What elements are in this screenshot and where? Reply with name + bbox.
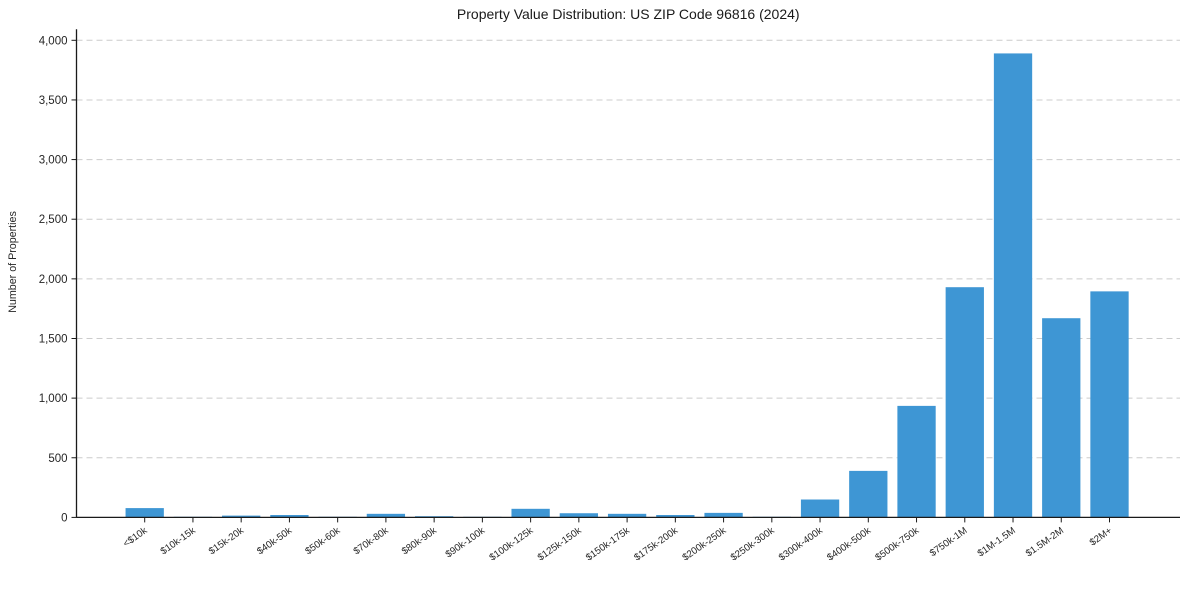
svg-text:$10k-15k: $10k-15k (159, 525, 198, 557)
svg-text:$500k-750k: $500k-750k (873, 525, 921, 563)
svg-text:$40k-50k: $40k-50k (255, 525, 294, 557)
svg-text:2,000: 2,000 (39, 274, 68, 286)
svg-text:$250k-300k: $250k-300k (729, 525, 777, 563)
svg-text:$2M+: $2M+ (1088, 525, 1115, 548)
svg-text:$175k-200k: $175k-200k (632, 525, 680, 563)
svg-text:$125k-150k: $125k-150k (536, 525, 584, 563)
svg-text:2,500: 2,500 (39, 214, 68, 226)
svg-text:$400k-500k: $400k-500k (825, 525, 873, 563)
svg-text:1,500: 1,500 (39, 333, 68, 345)
svg-text:3,000: 3,000 (39, 155, 68, 167)
svg-text:$750k-1M: $750k-1M (928, 525, 970, 559)
svg-text:$50k-60k: $50k-60k (303, 525, 342, 557)
svg-text:$200k-250k: $200k-250k (681, 525, 729, 563)
svg-text:$80k-90k: $80k-90k (400, 525, 439, 557)
svg-text:4,000: 4,000 (39, 35, 68, 47)
svg-text:500: 500 (48, 453, 67, 465)
svg-text:$70k-80k: $70k-80k (352, 525, 391, 557)
svg-text:3,500: 3,500 (39, 95, 68, 107)
svg-text:0: 0 (61, 512, 67, 524)
svg-text:$90k-100k: $90k-100k (444, 525, 487, 560)
svg-text:$1M-1.5M: $1M-1.5M (976, 525, 1018, 559)
svg-text:$15k-20k: $15k-20k (207, 525, 246, 557)
svg-text:<$10k: <$10k (121, 525, 149, 549)
svg-text:$100k-125k: $100k-125k (488, 525, 536, 563)
svg-text:$1.5M-2M: $1.5M-2M (1024, 525, 1066, 559)
svg-text:1,000: 1,000 (39, 393, 68, 405)
svg-text:$300k-400k: $300k-400k (777, 525, 825, 563)
svg-text:$150k-175k: $150k-175k (584, 525, 632, 563)
